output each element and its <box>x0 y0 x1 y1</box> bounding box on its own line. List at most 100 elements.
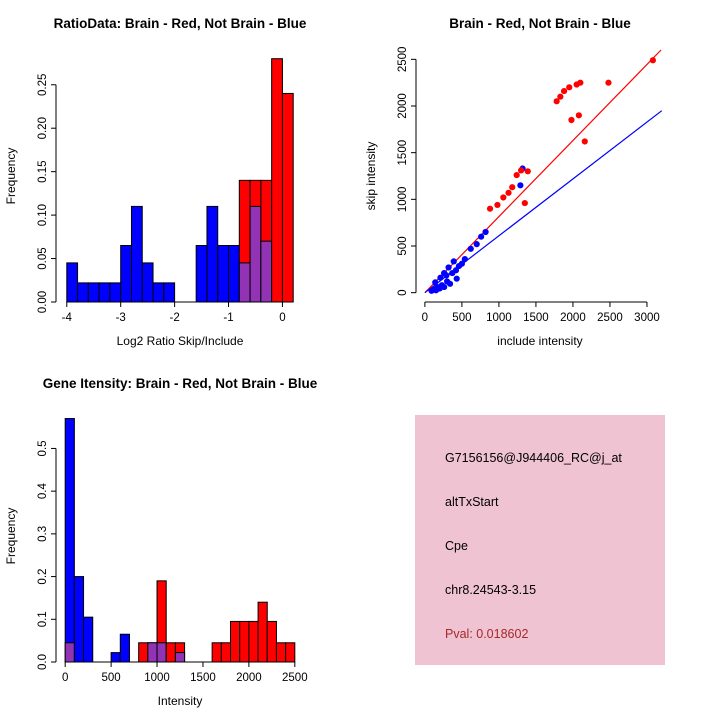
histogram-bar <box>119 633 130 663</box>
ratio-histogram-plot: -4 -3 -2 -1 0 0.00 0.05 0.10 0.15 0.20 0.25 Log2 Ra… <box>4 58 294 348</box>
x-tick-label: 1000 <box>144 672 170 684</box>
x-tick-label: 0 <box>62 672 68 684</box>
x-tick-label: 2000 <box>236 672 262 684</box>
x-tick-label: 500 <box>452 312 471 324</box>
y-tick-label: 0 <box>397 289 409 295</box>
x-tick-label: 2500 <box>597 312 623 324</box>
histogram-bar <box>147 642 158 663</box>
y-tick-label: 2500 <box>397 47 409 73</box>
scatter-point <box>524 168 531 175</box>
brain-fit-line <box>424 49 662 294</box>
x-tick-label: -2 <box>169 312 179 324</box>
histogram-bar <box>249 205 262 303</box>
scatter-point <box>482 228 489 236</box>
x-tick-label: 1500 <box>190 672 216 684</box>
histogram-bar <box>163 282 176 303</box>
y-tick-label: 1500 <box>397 140 409 166</box>
scatter-point <box>467 245 474 252</box>
y-axis-label: Frequency <box>4 148 18 205</box>
ratio-histogram-title: RatioData: Brain - Red, Not Brain - Blue <box>53 16 307 31</box>
histogram-bar <box>77 282 89 303</box>
histogram-bar <box>120 245 132 303</box>
y-tick-label: 1000 <box>397 187 409 213</box>
panel-ratio-histogram: -4 -3 -2 -1 0 0.00 0.05 0.10 0.15 0.20 0.25 Log2 Ra… <box>0 0 360 360</box>
histogram-bar <box>152 282 165 303</box>
gene-intensity-histogram-title: Gene Itensity: Brain - Red, Not Brain - … <box>42 376 318 391</box>
histogram-bar <box>174 652 186 663</box>
histogram-bar <box>98 282 111 303</box>
x-axis-label: include intensity <box>497 334 582 348</box>
scatter-point <box>517 182 524 189</box>
pvalue-text: Pval: 0.018602 <box>445 627 529 641</box>
scatter-point <box>478 233 485 240</box>
x-tick-label: -3 <box>116 312 126 324</box>
scatter-point <box>518 167 525 174</box>
y-axis-label: skip intensity <box>364 142 378 211</box>
y-tick-label: 0.2 <box>37 569 49 585</box>
y-tick-label: 0.15 <box>37 160 49 182</box>
histogram-bar <box>239 620 250 663</box>
scatter-point <box>437 274 444 281</box>
histogram-bar <box>64 418 75 663</box>
scatter-point <box>557 93 564 100</box>
histogram-bar <box>109 282 122 303</box>
histogram-bar <box>220 642 232 663</box>
y-tick-label: 0.5 <box>37 440 49 456</box>
scatter-point <box>568 116 575 124</box>
x-axis-label: Intensity <box>158 694 203 708</box>
scatter-point <box>486 205 494 212</box>
scatter-point <box>494 201 501 209</box>
histogram-bar <box>206 205 219 303</box>
scatter-point <box>458 260 465 267</box>
scatter-point <box>450 258 457 265</box>
x-tick-label: -1 <box>223 312 233 324</box>
histogram-bar <box>73 576 85 663</box>
x-tick-label: 2000 <box>560 312 586 324</box>
scatter-point <box>553 98 560 105</box>
histogram-bar <box>211 642 222 663</box>
histogram-bar <box>275 642 287 663</box>
scatter-point <box>577 79 584 86</box>
scatter-point <box>500 194 507 201</box>
scatter-point <box>605 79 612 86</box>
probe-id-text: G7156156@J944406_RC@j_at <box>445 451 622 465</box>
histogram-bar <box>285 642 296 663</box>
histogram-bar <box>271 58 283 303</box>
x-tick-label: 0 <box>279 312 285 324</box>
gene-info-box: G7156156@J944406_RC@j_at altTxStart Cpe … <box>415 415 665 665</box>
scatter-point <box>432 279 439 286</box>
scatter-point <box>441 283 448 291</box>
scatter-point <box>505 189 512 196</box>
histogram-bar <box>281 92 294 303</box>
scatter-point <box>461 255 468 263</box>
x-tick-label: 1500 <box>523 312 549 324</box>
panel-gene-info: G7156156@J944406_RC@j_at altTxStart Cpe … <box>360 360 720 720</box>
y-tick-label: 500 <box>397 236 409 255</box>
histogram-bar <box>141 262 154 303</box>
intensity-scatter-title: Brain - Red, Not Brain - Blue <box>449 16 631 31</box>
scatter-point <box>649 57 656 64</box>
scatter-point <box>509 184 516 191</box>
scatter-point <box>575 112 582 119</box>
histogram-bar <box>228 245 240 303</box>
scatter-point <box>581 138 588 145</box>
x-tick-label: -4 <box>62 312 73 324</box>
histogram-bar <box>230 620 241 663</box>
y-tick-label: 0.1 <box>37 611 49 627</box>
histogram-bar <box>83 616 94 663</box>
histogram-bar <box>238 262 251 303</box>
scatter-point <box>441 269 448 277</box>
histogram-bar <box>165 642 176 663</box>
histogram-bar <box>260 240 273 303</box>
panel-intensity-scatter: 0 500 1000 1500 2000 2500 3000 0 500 1000 1500 2000… <box>360 0 720 360</box>
x-tick-label: 3000 <box>634 312 660 324</box>
x-tick-label: 0 <box>422 312 428 324</box>
gene-intensity-histogram-plot: 0 500 1000 1500 2000 2500 0.0 0.1 0.2 0.3 0.4 0.5 In… <box>4 418 308 708</box>
gene-name-text: Cpe <box>445 539 468 553</box>
y-axis-label: Frequency <box>4 508 18 565</box>
scatter-point <box>566 84 573 91</box>
histogram-bar <box>130 205 143 303</box>
x-tick-label: 2500 <box>282 672 308 684</box>
histogram-bar <box>248 620 259 663</box>
